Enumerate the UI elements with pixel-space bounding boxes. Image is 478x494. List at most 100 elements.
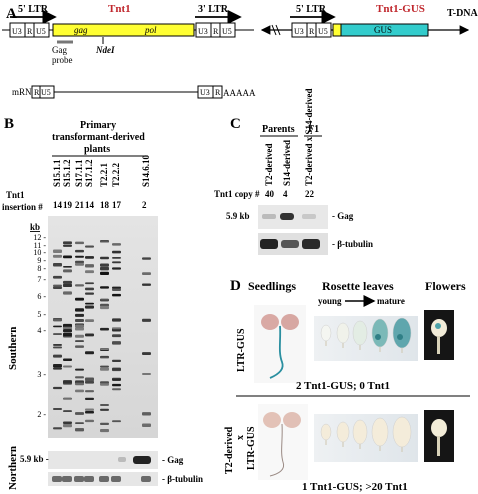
- kb-tick: 2 -: [37, 410, 46, 419]
- southern-band: [63, 326, 72, 330]
- southern-band: [75, 249, 84, 253]
- rosette-leaf: [371, 318, 389, 348]
- southern-band: [100, 381, 109, 384]
- southern-band: [85, 282, 94, 285]
- tubulin-band: [52, 476, 62, 482]
- southern-band: [53, 407, 62, 411]
- southern-band: [75, 313, 84, 317]
- southern-band: [63, 423, 72, 428]
- gag-probe-label-1: Gag: [52, 45, 67, 55]
- southern-band: [53, 346, 62, 349]
- c-gag-band-t2: [262, 214, 276, 219]
- southern-band: [63, 358, 72, 361]
- rosette-leaf: [392, 416, 412, 448]
- southern-band: [142, 412, 151, 416]
- northern-tubulin-label: - β-tubulin: [162, 474, 203, 484]
- row2-label-1: T2-derived: [224, 426, 235, 474]
- ltr3-u3-label: U3: [198, 27, 208, 36]
- southern-band: [100, 298, 109, 301]
- row1-leaves: [320, 317, 412, 353]
- panel-a: A 5' LTR Tnt1 3' LTR U3 R U5 gag pol U3 …: [2, 3, 478, 99]
- southern-band: [63, 365, 72, 368]
- panel-a-letter: A: [6, 6, 17, 22]
- col-rosette: Rosette leaves: [322, 279, 394, 293]
- southern-band: [100, 348, 109, 350]
- southern-band: [53, 386, 62, 390]
- insertion-count: 2: [142, 200, 147, 210]
- southern-band: [75, 327, 84, 331]
- row2-flower: [431, 419, 447, 437]
- southern-band: [63, 241, 72, 245]
- southern-band: [85, 256, 94, 259]
- c-tub-band-1: [260, 239, 278, 249]
- southern-band: [142, 373, 151, 375]
- rosette-leaf: [320, 324, 332, 342]
- col-flowers: Flowers: [425, 279, 466, 293]
- southern-band: [85, 333, 94, 337]
- kb-tick: 4 -: [37, 326, 46, 335]
- gus-coding-region: [340, 23, 429, 37]
- row2-label-2: x: [235, 435, 246, 440]
- southern-band: [85, 411, 94, 414]
- c-tub-band-3: [302, 239, 320, 249]
- ltr3-u5: [219, 22, 236, 38]
- row1-cotyledon-right: [281, 314, 299, 330]
- row2-flower-stem: [437, 436, 440, 456]
- ltr3-r-label: R: [213, 27, 219, 36]
- southern-band: [75, 262, 84, 266]
- southern-band: [112, 334, 121, 338]
- southern-band: [100, 263, 109, 267]
- kb-label: kb: [30, 222, 40, 232]
- southern-band: [53, 286, 62, 289]
- panel-b: B Primary transformant-derived plants S1…: [2, 116, 203, 490]
- southern-label: Southern: [7, 327, 19, 370]
- southern-band: [75, 376, 84, 379]
- southern-band: [75, 318, 84, 322]
- rosette-leaf: [352, 419, 368, 445]
- southern-band: [63, 280, 72, 284]
- panel-c: C Parents F1 T2-derived S14-derived T2-der…: [214, 89, 373, 255]
- kb-tick: 3 -: [37, 370, 46, 379]
- southern-band: [142, 257, 151, 260]
- copy-label: Tnt1 copy #: [214, 189, 260, 199]
- southern-band: [85, 351, 94, 355]
- kb-tick: 12 -: [33, 233, 46, 242]
- row1-flower-stem: [437, 336, 440, 354]
- break-mark-2: [275, 24, 281, 36]
- southern-band: [75, 241, 84, 245]
- row1-caption: 2 Tnt1-GUS; 0 Tnt1: [296, 380, 390, 392]
- southern-band: [85, 292, 94, 295]
- southern-band: [53, 427, 62, 430]
- southern-band: [85, 377, 94, 382]
- southern-band: [112, 286, 121, 289]
- rosette-leaf: [352, 320, 368, 346]
- southern-band: [53, 318, 62, 322]
- southern-band: [142, 283, 151, 286]
- tnt1-title: Tnt1: [108, 3, 131, 15]
- panel-c-lane-labels: T2-derived S14-derived T2-derived x S14-de…: [264, 89, 314, 187]
- copy-counts: 40 4 22: [265, 189, 315, 199]
- panel-d: D Seedlings Rosette leaves Flowers young…: [224, 278, 470, 493]
- southern-band: [63, 291, 72, 295]
- southern-bands: [53, 240, 151, 433]
- polya-label: AAAAA: [223, 88, 256, 98]
- panel-b-header-3: plants: [84, 144, 110, 155]
- row2-caption: 1 Tnt1-GUS; >20 Tnt1: [302, 481, 408, 493]
- northern-gag-strip: [48, 451, 158, 469]
- southern-band: [112, 288, 121, 292]
- southern-band: [63, 410, 72, 412]
- gus-ltr-u5: [315, 22, 332, 38]
- southern-band: [75, 368, 84, 371]
- kb-tick: 6 -: [37, 292, 46, 301]
- southern-band: [75, 324, 84, 328]
- southern-band: [85, 397, 94, 401]
- row1-seedling-root: [269, 325, 284, 379]
- southern-band: [142, 272, 151, 276]
- gus-stain-spot: [375, 334, 381, 340]
- mrna-r3: [212, 85, 223, 99]
- rosette-leaf: [336, 421, 350, 443]
- ltr5-u5: [33, 22, 50, 38]
- southern-band: [112, 243, 121, 246]
- southern-band: [53, 343, 62, 346]
- southern-band: [112, 377, 121, 380]
